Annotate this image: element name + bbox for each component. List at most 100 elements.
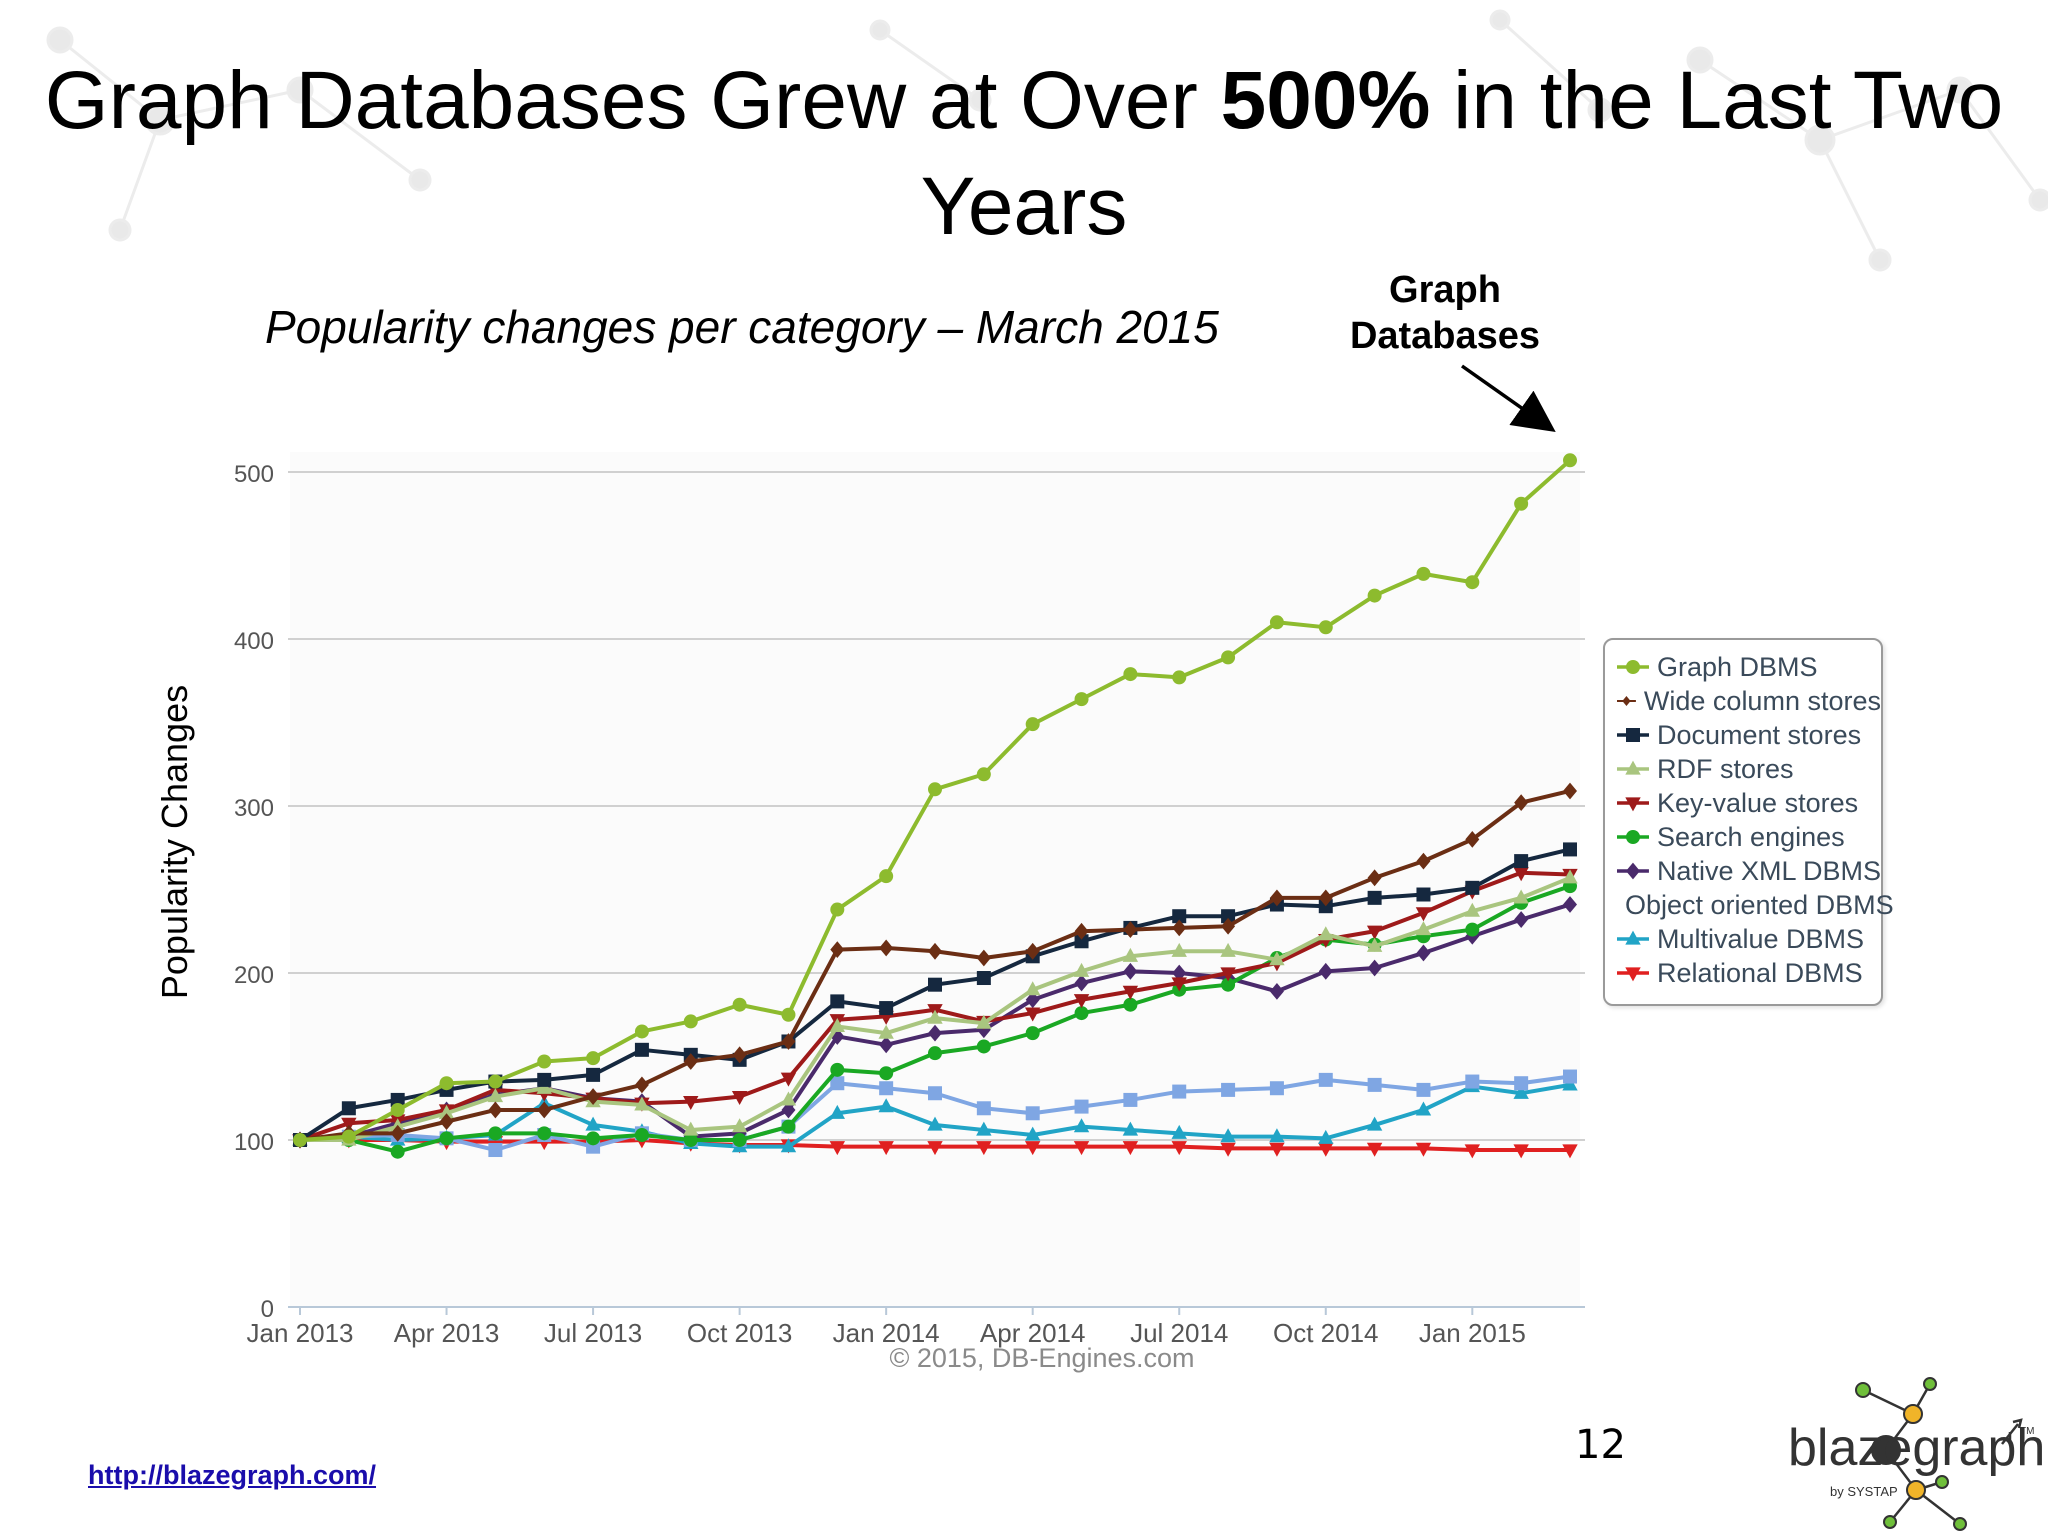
x-tick-label: Jul 2014 xyxy=(1130,1318,1228,1348)
data-point-relational-dbms xyxy=(1464,1144,1481,1159)
legend-item-object-oriented-dbms[interactable]: Object oriented DBMS xyxy=(1617,888,1894,922)
data-point-object-oriented-dbms xyxy=(1074,1099,1089,1114)
data-point-key-value-stores xyxy=(1024,1007,1041,1022)
data-point-rdf-stores xyxy=(1073,962,1090,977)
data-point-wide-column-stores xyxy=(732,1046,747,1064)
data-point-search-engines xyxy=(928,1046,942,1061)
y-tick-label: 0 xyxy=(261,1296,274,1323)
data-point-search-engines xyxy=(439,1131,454,1146)
data-point-key-value-stores xyxy=(341,1117,357,1132)
graph-databases-callout: Graph Databases xyxy=(1349,269,1541,357)
data-point-search-engines xyxy=(879,1066,894,1081)
data-point-relational-dbms xyxy=(1513,1144,1529,1159)
legend-item-search-engines[interactable]: Search engines xyxy=(1617,820,1881,854)
data-point-document-stores xyxy=(341,1101,356,1116)
legend-marker-diamond-icon xyxy=(1617,862,1649,880)
legend-marker-shape xyxy=(1622,696,1631,706)
data-point-key-value-stores xyxy=(1073,994,1090,1009)
data-point-rdf-stores xyxy=(1171,942,1187,957)
data-point-wide-column-stores xyxy=(1318,889,1333,907)
data-point-wide-column-stores xyxy=(1367,869,1382,887)
data-point-document-stores xyxy=(1416,887,1431,902)
legend-label: Search engines xyxy=(1657,821,1845,852)
data-point-multivalue-dbms xyxy=(1220,1128,1236,1143)
data-point-wide-column-stores xyxy=(1269,889,1284,907)
data-point-graph-dbms xyxy=(1074,692,1089,707)
chart-subtitle: Popularity changes per category – March … xyxy=(265,301,1219,353)
legend-marker-shape xyxy=(1625,797,1641,812)
data-point-graph-dbms xyxy=(1367,588,1382,603)
data-point-key-value-stores xyxy=(1122,985,1139,1000)
chart-axes: 0 100 200 300 400 500 Jan 2013 Apr 2013 Jul 2013… xyxy=(234,461,1526,1348)
data-point-graph-dbms xyxy=(634,1024,649,1039)
title-text-start: Graph Databases Grew at Over xyxy=(44,55,1198,146)
data-point-search-engines xyxy=(781,1119,796,1134)
data-point-key-value-stores xyxy=(1366,925,1383,940)
data-point-relational-dbms xyxy=(1415,1142,1432,1157)
data-point-wide-column-stores xyxy=(1025,942,1040,960)
blazegraph-link[interactable]: http://blazegraph.com/ xyxy=(88,1460,377,1490)
data-point-relational-dbms xyxy=(1318,1142,1334,1157)
series-document-stores xyxy=(293,842,1577,1147)
legend-item-wide-column-stores[interactable]: Wide column stores xyxy=(1617,684,1881,718)
data-point-key-value-stores xyxy=(1171,977,1187,992)
data-point-object-oriented-dbms xyxy=(1416,1082,1431,1097)
legend-marker-shape xyxy=(1625,967,1641,982)
data-point-wide-column-stores xyxy=(439,1113,454,1131)
data-point-rdf-stores xyxy=(1024,981,1041,996)
data-point-document-stores xyxy=(1074,934,1089,949)
data-point-relational-dbms xyxy=(976,1141,992,1156)
data-point-graph-dbms xyxy=(341,1129,356,1144)
data-point-wide-column-stores xyxy=(928,942,942,960)
data-point-wide-column-stores xyxy=(1465,831,1480,848)
chart-grid xyxy=(288,452,1585,1308)
data-point-key-value-stores xyxy=(1415,907,1432,922)
y-tick-label: 400 xyxy=(234,628,274,655)
data-point-search-engines xyxy=(390,1144,405,1159)
data-point-native-xml-dbms xyxy=(928,1024,942,1042)
x-tick-label: Oct 2013 xyxy=(687,1318,793,1348)
data-point-object-oriented-dbms xyxy=(1514,1076,1529,1091)
legend-item-native-xml-dbms[interactable]: Native XML DBMS xyxy=(1617,854,1881,888)
data-point-rdf-stores xyxy=(927,1009,943,1024)
data-point-rdf-stores xyxy=(1415,921,1432,936)
legend-item-relational-dbms[interactable]: Relational DBMS xyxy=(1617,956,1881,990)
data-point-relational-dbms xyxy=(1220,1142,1236,1157)
data-point-wide-column-stores xyxy=(537,1101,552,1119)
data-point-search-engines xyxy=(1074,1006,1089,1021)
data-point-document-stores xyxy=(537,1072,552,1087)
data-point-rdf-stores xyxy=(1220,942,1236,957)
data-point-multivalue-dbms xyxy=(1024,1126,1041,1141)
data-point-object-oriented-dbms xyxy=(976,1101,991,1116)
data-point-relational-dbms xyxy=(1024,1141,1041,1156)
data-point-wide-column-stores xyxy=(1514,794,1529,812)
legend-item-document-stores[interactable]: Document stores xyxy=(1617,718,1881,752)
data-point-rdf-stores xyxy=(829,1018,846,1033)
data-point-graph-dbms xyxy=(1269,615,1284,630)
chart-legend: Graph DBMS Wide column stores Document sto… xyxy=(1603,638,1894,1006)
data-point-key-value-stores xyxy=(780,1072,797,1087)
legend-marker-shape xyxy=(1625,930,1641,945)
data-point-rdf-stores xyxy=(780,1091,797,1106)
molecule-background-pattern xyxy=(46,9,2048,272)
data-point-wide-column-stores xyxy=(1221,917,1236,935)
data-point-object-oriented-dbms xyxy=(928,1086,942,1101)
data-point-rdf-stores xyxy=(1269,951,1285,966)
data-point-document-stores xyxy=(1465,880,1480,895)
legend-item-multivalue-dbms[interactable]: Multivalue DBMS xyxy=(1617,922,1881,956)
data-point-rdf-stores xyxy=(487,1088,504,1103)
data-point-search-engines xyxy=(537,1126,552,1141)
legend-item-rdf-stores[interactable]: RDF stores xyxy=(1617,752,1881,786)
data-point-graph-dbms xyxy=(586,1051,601,1066)
logo-tagline: by SYSTAP xyxy=(1830,1484,1898,1499)
data-point-document-stores xyxy=(1514,854,1529,869)
data-point-graph-dbms xyxy=(1514,496,1529,511)
x-tick-label: Oct 2014 xyxy=(1273,1318,1379,1348)
data-point-multivalue-dbms xyxy=(780,1138,797,1153)
data-point-graph-dbms xyxy=(781,1007,796,1022)
legend-item-key-value-stores[interactable]: Key-value stores xyxy=(1617,786,1881,820)
data-point-document-stores xyxy=(1367,890,1382,905)
legend-item-graph-dbms[interactable]: Graph DBMS xyxy=(1617,650,1881,684)
legend-label: Object oriented DBMS xyxy=(1625,889,1894,920)
